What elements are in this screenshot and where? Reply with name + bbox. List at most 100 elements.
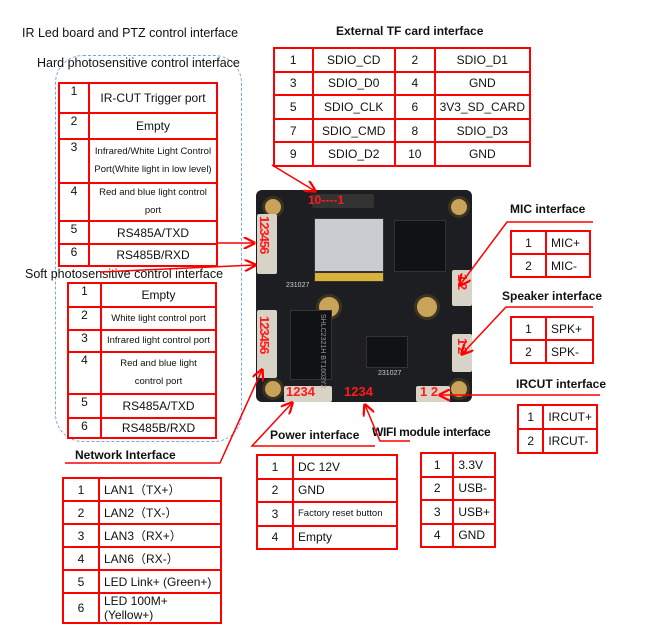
soft-connector — [257, 310, 277, 378]
mount-hole — [262, 378, 284, 400]
pin-function: USB+ — [452, 499, 496, 525]
pin-function: SDIO_CLK — [311, 94, 396, 120]
power-row: 3 Factory reset button — [256, 501, 398, 527]
pin-function: Empty — [292, 524, 398, 550]
mic-row: 2 MIC- — [510, 253, 591, 278]
pin-number: 6 — [62, 592, 100, 624]
pin-number: 6 — [67, 417, 102, 439]
hard-row: 2 Empty — [58, 112, 218, 140]
power-table: 1 DC 12V 2 GND 3 Factory reset button 4 Empty — [256, 454, 398, 550]
network-row: 5 LED Link+ (Green+) — [62, 569, 222, 594]
pin-number: 1 — [62, 477, 100, 502]
pin-function: GND — [452, 522, 496, 548]
pin-number: 2 — [58, 112, 90, 140]
pin-function: MIC+ — [545, 230, 591, 255]
network-title: Network Interface — [75, 448, 176, 462]
ir-led-group-outline — [55, 55, 242, 442]
pin-function: LAN2（TX-） — [98, 500, 222, 525]
ircut-table: 1 IRCUT+ 2 IRCUT- — [516, 404, 598, 454]
pin-function: GND — [433, 141, 532, 167]
pin-function: SDIO_D2 — [311, 141, 396, 167]
pin-function: SDIO_CMD — [311, 117, 396, 144]
hard-row: 4 Red and blue light control port — [58, 182, 218, 222]
tf-title: External TF card interface — [336, 24, 484, 38]
power-connector — [284, 386, 332, 402]
pin-number: 2 — [510, 339, 547, 364]
pin-number: 9 — [273, 141, 314, 167]
pin-number: 5 — [58, 220, 90, 245]
pin-function: RS485A/TXD — [100, 393, 217, 419]
tf-row: 7 SDIO_CMD 8 SDIO_D3 — [273, 117, 532, 144]
mount-hole — [448, 196, 470, 218]
wifi-arrow — [365, 405, 410, 442]
hard-photosensitive-title: Hard photosensitive control interface — [37, 56, 240, 70]
power-row: 4 Empty — [256, 524, 398, 550]
pin-number: 2 — [67, 306, 102, 331]
hard-photosensitive-table: 1 IR-CUT Trigger port 2 Empty 3 Infrared/Whit… — [58, 82, 218, 267]
ircut-row: 2 IRCUT- — [516, 428, 598, 454]
soft-pins-label: 123456 — [257, 316, 272, 354]
network-row: 3 LAN3（RX+） — [62, 523, 222, 548]
pin-number: 5 — [67, 393, 102, 419]
pin-number: 7 — [273, 117, 314, 144]
soft-row: 1 Empty — [67, 282, 217, 308]
pin-number: 1 — [516, 404, 545, 430]
pin-function: SDIO_D0 — [311, 70, 396, 97]
pin-number: 3 — [62, 523, 100, 548]
chip-marking: SHLC2321H BT1603Y2 — [319, 314, 326, 389]
pin-function: LED Link+ (Green+) — [98, 569, 222, 594]
pin-function: White light control port — [100, 306, 217, 331]
pin-function: IR-CUT Trigger port — [88, 82, 218, 114]
hard-connector — [257, 214, 277, 274]
pin-function: LAN3（RX+） — [98, 523, 222, 548]
tf-pins-label: 10----1 — [308, 193, 345, 207]
pin-function: MIC- — [545, 253, 591, 278]
mount-hole — [414, 294, 440, 320]
wifi-row: 1 3.3V — [419, 452, 496, 478]
date-silkscreen: 231027 — [286, 282, 310, 289]
pin-number: 8 — [393, 117, 436, 144]
wifi-pins-label: 1234 — [344, 384, 373, 399]
pcb-board-photo: 10----1 123456 123456 1 2 1 2 1234 1234 … — [256, 190, 472, 402]
gold-pads — [314, 272, 384, 282]
pin-number: 1 — [510, 230, 547, 255]
hard-pins-label: 123456 — [257, 216, 272, 254]
pin-number: 4 — [256, 524, 294, 550]
pin-number: 6 — [58, 243, 90, 267]
wifi-row: 4 GND — [419, 522, 496, 548]
soft-photosensitive-table: 1 Empty 2 White light control port 3 Infrared… — [67, 282, 217, 439]
soft-row: 6 RS485B/RXD — [67, 417, 217, 439]
mic-arrow — [460, 221, 593, 285]
ircut-pins-label: 1 2 — [420, 384, 439, 399]
pin-number: 3 — [419, 499, 455, 525]
pin-function: SPK- — [545, 339, 594, 364]
sensor-chip — [314, 218, 384, 272]
tf-row: 9 SDIO_D2 10 GND — [273, 141, 532, 167]
soft-arrow — [99, 265, 255, 273]
pin-function: LED 100M+(Yellow+) — [98, 592, 222, 624]
speaker-row: 1 SPK+ — [510, 316, 594, 341]
pin-number: 10 — [393, 141, 436, 167]
hard-row: 6 RS485B/RXD — [58, 243, 218, 267]
speaker-table: 1 SPK+ 2 SPK- — [510, 316, 594, 364]
mic-row: 1 MIC+ — [510, 230, 591, 255]
pin-function: SDIO_D3 — [433, 117, 532, 144]
wifi-table: 1 3.3V 2 USB- 3 USB+ 4 GND — [419, 452, 496, 548]
pin-number: 4 — [62, 546, 100, 571]
ir-led-title: IR Led board and PTZ control interface — [22, 26, 239, 40]
pin-number: 3 — [256, 501, 294, 527]
ircut-row: 1 IRCUT+ — [516, 404, 598, 430]
soft-row: 5 RS485A/TXD — [67, 393, 217, 419]
network-row: 6 LED 100M+(Yellow+) — [62, 592, 222, 624]
speaker-arrow — [462, 306, 593, 354]
soft-photosensitive-title: Soft photosensitive control interface — [25, 267, 224, 281]
pin-function: Infrared light control port — [100, 329, 217, 353]
pin-number: 5 — [62, 569, 100, 594]
pin-function: Factory reset button — [292, 501, 398, 527]
soc-chip — [394, 220, 446, 272]
tf-card-table: 1 SDIO_CD 2 SDIO_D1 3 SDIO_D0 4 GND 5 SDIO_CLK 6 3V… — [273, 47, 532, 167]
mic-table: 1 MIC+ 2 MIC- — [510, 230, 591, 278]
network-arrow — [65, 370, 262, 464]
pin-function: Empty — [88, 112, 218, 140]
pin-number: 1 — [58, 82, 90, 114]
